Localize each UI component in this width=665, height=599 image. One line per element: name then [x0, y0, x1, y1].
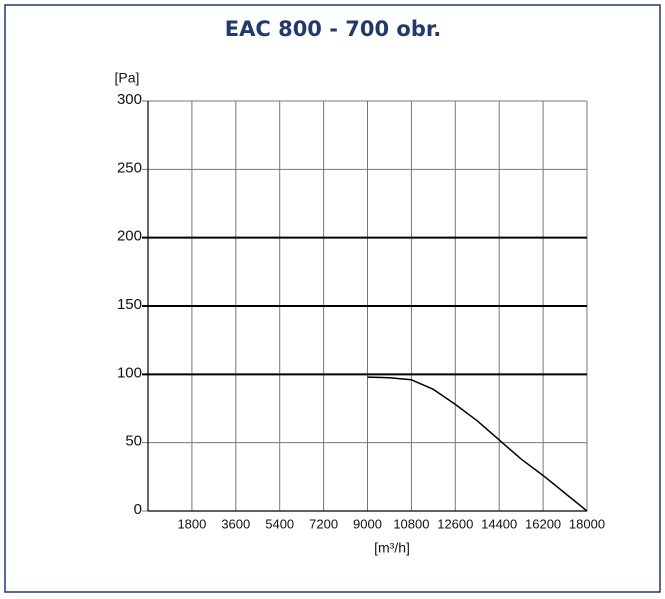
- frame: [4, 4, 661, 593]
- x-tick-label: 3600: [221, 516, 250, 531]
- x-tick-label: 12600: [437, 516, 473, 531]
- y-tick-label: 150: [117, 296, 142, 313]
- x-tick-label: 18000: [569, 516, 605, 531]
- x-tick-label: 1800: [177, 516, 206, 531]
- y-axis-label: [Pa]: [115, 70, 140, 86]
- x-tick-label: 5400: [265, 516, 294, 531]
- y-tick-label: 200: [117, 228, 142, 245]
- y-tick-label: 50: [125, 433, 142, 450]
- x-tick-label: 10800: [393, 516, 429, 531]
- x-tick-label: 9000: [353, 516, 382, 531]
- y-tick-label: 300: [117, 91, 142, 108]
- x-axis-label: [m³/h]: [374, 540, 410, 556]
- chart-title: EAC 800 - 700 obr.: [225, 17, 441, 41]
- x-tick-label: 14400: [481, 516, 517, 531]
- curve: [367, 376, 588, 512]
- y-tick-label: 0: [134, 501, 142, 518]
- y-tick-label: 100: [117, 364, 142, 381]
- x-tick-label: 7200: [309, 516, 338, 531]
- x-tick-label: 16200: [525, 516, 561, 531]
- y-tick-label: 250: [117, 159, 142, 176]
